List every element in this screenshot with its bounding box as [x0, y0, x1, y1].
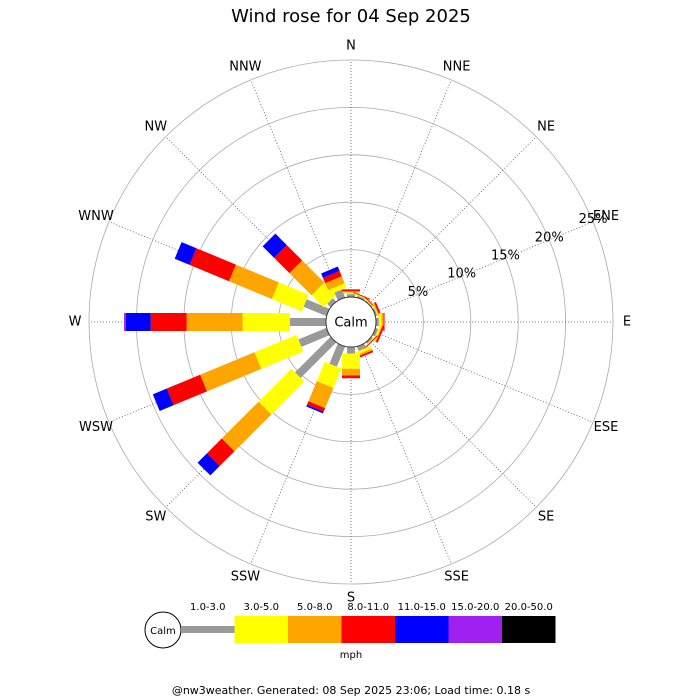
- bar-segment: [200, 352, 262, 392]
- bar-segment: [334, 289, 346, 301]
- bar-segment: [362, 296, 377, 311]
- legend-swatch: [234, 616, 288, 643]
- bar-segment: [221, 401, 272, 452]
- bar-segment: [363, 334, 378, 349]
- spoke: [360, 79, 452, 300]
- bar-segment: [355, 350, 374, 360]
- bar-segment: [294, 336, 337, 379]
- direction-label: NNE: [443, 60, 471, 75]
- bar-segment: [322, 270, 342, 284]
- spoke: [250, 79, 342, 300]
- bar-segment: [289, 260, 325, 296]
- bar-segment: [328, 283, 347, 295]
- legend-swatch: [395, 616, 449, 643]
- direction-label: W: [69, 315, 82, 330]
- legend-label: 15.0-20.0: [451, 602, 499, 613]
- legend-swatch: [448, 616, 502, 643]
- legend-label: 11.0-15.0: [398, 602, 446, 613]
- direction-label: NNW: [229, 60, 261, 75]
- radial-tick-label: 25%: [579, 212, 608, 227]
- legend-label: 3.0-5.0: [244, 602, 279, 613]
- direction-label: S: [347, 591, 355, 606]
- unit-label: mph: [340, 650, 362, 661]
- legend-label: 1.0-3.0: [190, 602, 225, 613]
- bar-segment: [306, 404, 324, 414]
- direction-label: WNW: [78, 209, 114, 224]
- bar-segment: [166, 374, 207, 406]
- legend-label: 20.0-50.0: [505, 602, 553, 613]
- direction-label: SW: [145, 510, 166, 525]
- bar-segment: [308, 381, 334, 409]
- bar-segment: [373, 324, 382, 342]
- bar-segment: [206, 438, 235, 467]
- bar-segment: [303, 299, 330, 317]
- legend-swatch: [181, 626, 235, 633]
- bar-segment: [152, 388, 174, 411]
- legend-swatch: [341, 616, 395, 643]
- bar-segment: [298, 327, 330, 347]
- bar-segment: [374, 301, 383, 320]
- radial-tick-label: 5%: [408, 285, 429, 300]
- bar-segment: [364, 335, 378, 349]
- bar-segment: [375, 325, 385, 343]
- bar-segment: [254, 334, 304, 369]
- footer: @nw3weather. Generated: 08 Sep 2025 23:0…: [172, 684, 531, 697]
- legend-label: 5.0-8.0: [297, 602, 332, 613]
- bar-segment: [274, 245, 303, 274]
- legend-swatch: [288, 616, 342, 643]
- grid-circle: [88, 59, 614, 585]
- bar-segment: [355, 348, 373, 358]
- bar-segment: [316, 361, 342, 388]
- bar-segment: [363, 295, 378, 310]
- bar-segment: [327, 298, 337, 308]
- bar-segment: [189, 248, 236, 282]
- direction-label: NE: [537, 119, 555, 134]
- direction-label: WSW: [79, 420, 113, 435]
- chart-title: Wind rose for 04 Sep 2025: [231, 6, 471, 27]
- bar-segment: [356, 343, 367, 352]
- bar-segment: [321, 266, 340, 278]
- spoke: [368, 136, 537, 305]
- bar-segment: [174, 242, 197, 265]
- spoke: [373, 331, 594, 423]
- bar-segment: [258, 368, 305, 415]
- direction-label: SE: [538, 510, 554, 525]
- legend-calm-label: Calm: [150, 626, 176, 637]
- direction-label: NW: [145, 119, 168, 134]
- calm-label: Calm: [334, 316, 367, 331]
- bar-segment: [311, 282, 337, 308]
- direction-label: SSW: [231, 569, 261, 584]
- legend-swatch: [502, 616, 556, 643]
- bar-segment: [354, 346, 372, 356]
- bar-segment: [306, 401, 326, 412]
- legend-label: 8.0-11.0: [347, 602, 389, 613]
- bar-segment: [228, 264, 279, 299]
- bar-segment: [325, 276, 345, 291]
- spoke: [360, 344, 452, 565]
- direction-label: ENE: [593, 209, 619, 224]
- direction-label: ESE: [594, 420, 619, 435]
- calm-circle: [325, 296, 377, 348]
- direction-label: SSE: [444, 569, 469, 584]
- bar-segment: [197, 453, 220, 476]
- bar-segment: [262, 233, 287, 258]
- direction-label: N: [346, 39, 356, 54]
- direction-label: E: [623, 315, 631, 330]
- radial-tick-label: 20%: [535, 230, 564, 245]
- radial-tick-label: 10%: [447, 267, 476, 282]
- bar-segment: [329, 343, 346, 367]
- radial-tick-label: 15%: [491, 249, 520, 264]
- spoke: [373, 221, 594, 313]
- bar-segment: [271, 282, 309, 312]
- spoke: [368, 339, 537, 508]
